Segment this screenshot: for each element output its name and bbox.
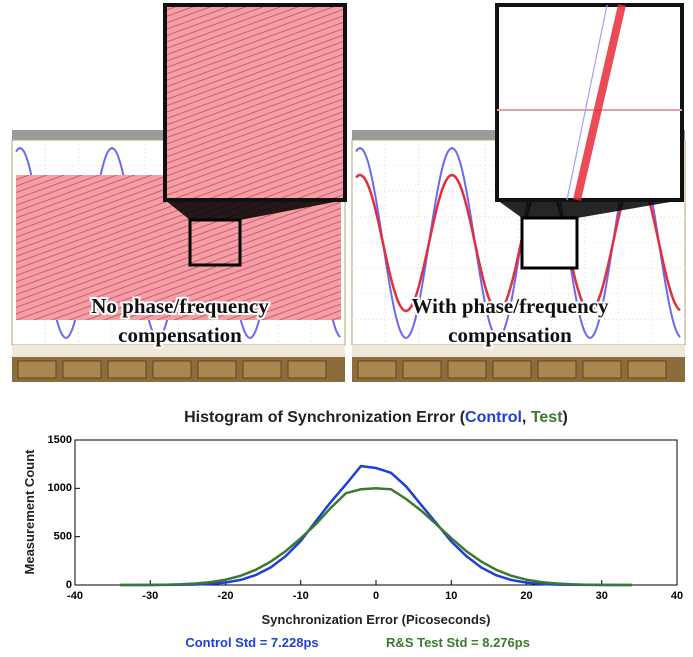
scope-button bbox=[538, 361, 576, 378]
scope-button bbox=[448, 361, 486, 378]
title-suffix: ) bbox=[563, 409, 568, 426]
scope-button bbox=[583, 361, 621, 378]
panel-label: No phase/frequency bbox=[91, 294, 269, 318]
histogram-chart: Histogram of Synchronization Error (Cont… bbox=[22, 409, 683, 650]
annotation: Control Std = 7.228ps bbox=[185, 635, 318, 650]
figure: No phase/frequencycompensationWith phase… bbox=[0, 0, 693, 657]
scope-button bbox=[198, 361, 236, 378]
x-tick-label: 30 bbox=[596, 590, 608, 602]
scope-button bbox=[18, 361, 56, 378]
title-separator: , bbox=[522, 409, 531, 426]
zoom-inset bbox=[165, 5, 345, 200]
series-line bbox=[120, 466, 632, 585]
zoom-box bbox=[190, 220, 240, 265]
x-tick-label: 40 bbox=[671, 590, 683, 602]
scope-panel: No phase/frequency compensation bbox=[12, 5, 345, 382]
y-tick-label: 1000 bbox=[48, 482, 72, 494]
series-line bbox=[120, 488, 632, 585]
x-tick-label: 20 bbox=[520, 590, 532, 602]
x-tick-label: 0 bbox=[373, 590, 379, 602]
chart-title: Histogram of Synchronization Error (Cont… bbox=[184, 409, 568, 426]
plot-frame bbox=[75, 440, 677, 585]
panel-label: compensation bbox=[118, 323, 242, 347]
y-tick-label: 1500 bbox=[48, 434, 72, 446]
scope-button bbox=[288, 361, 326, 378]
scope-button bbox=[358, 361, 396, 378]
x-tick-label: -30 bbox=[142, 590, 158, 602]
zoom-inset bbox=[497, 5, 682, 200]
x-tick-label: -40 bbox=[67, 590, 83, 602]
y-axis-label: Measurement Count bbox=[22, 449, 37, 575]
scope-button bbox=[493, 361, 531, 378]
scope-panel: With phase/frequency compensation bbox=[352, 5, 685, 382]
panel-label: compensation bbox=[448, 323, 572, 347]
title-series: Test bbox=[531, 409, 563, 426]
scope-button bbox=[63, 361, 101, 378]
panel-label: With phase/frequency bbox=[412, 294, 609, 318]
x-axis-label: Synchronization Error (Picoseconds) bbox=[262, 612, 491, 627]
title-prefix: Histogram of Synchronization Error ( bbox=[184, 409, 466, 426]
annotation: R&S Test Std = 8.276ps bbox=[386, 635, 530, 650]
scope-button bbox=[153, 361, 191, 378]
scope-button bbox=[108, 361, 146, 378]
scope-button bbox=[243, 361, 281, 378]
x-tick-label: -10 bbox=[293, 590, 309, 602]
x-tick-label: 10 bbox=[445, 590, 457, 602]
title-series: Control bbox=[465, 409, 522, 426]
scope-button bbox=[403, 361, 441, 378]
y-tick-label: 500 bbox=[54, 531, 72, 543]
zoom-box bbox=[522, 218, 577, 268]
x-tick-label: -20 bbox=[218, 590, 234, 602]
scope-button bbox=[628, 361, 666, 378]
